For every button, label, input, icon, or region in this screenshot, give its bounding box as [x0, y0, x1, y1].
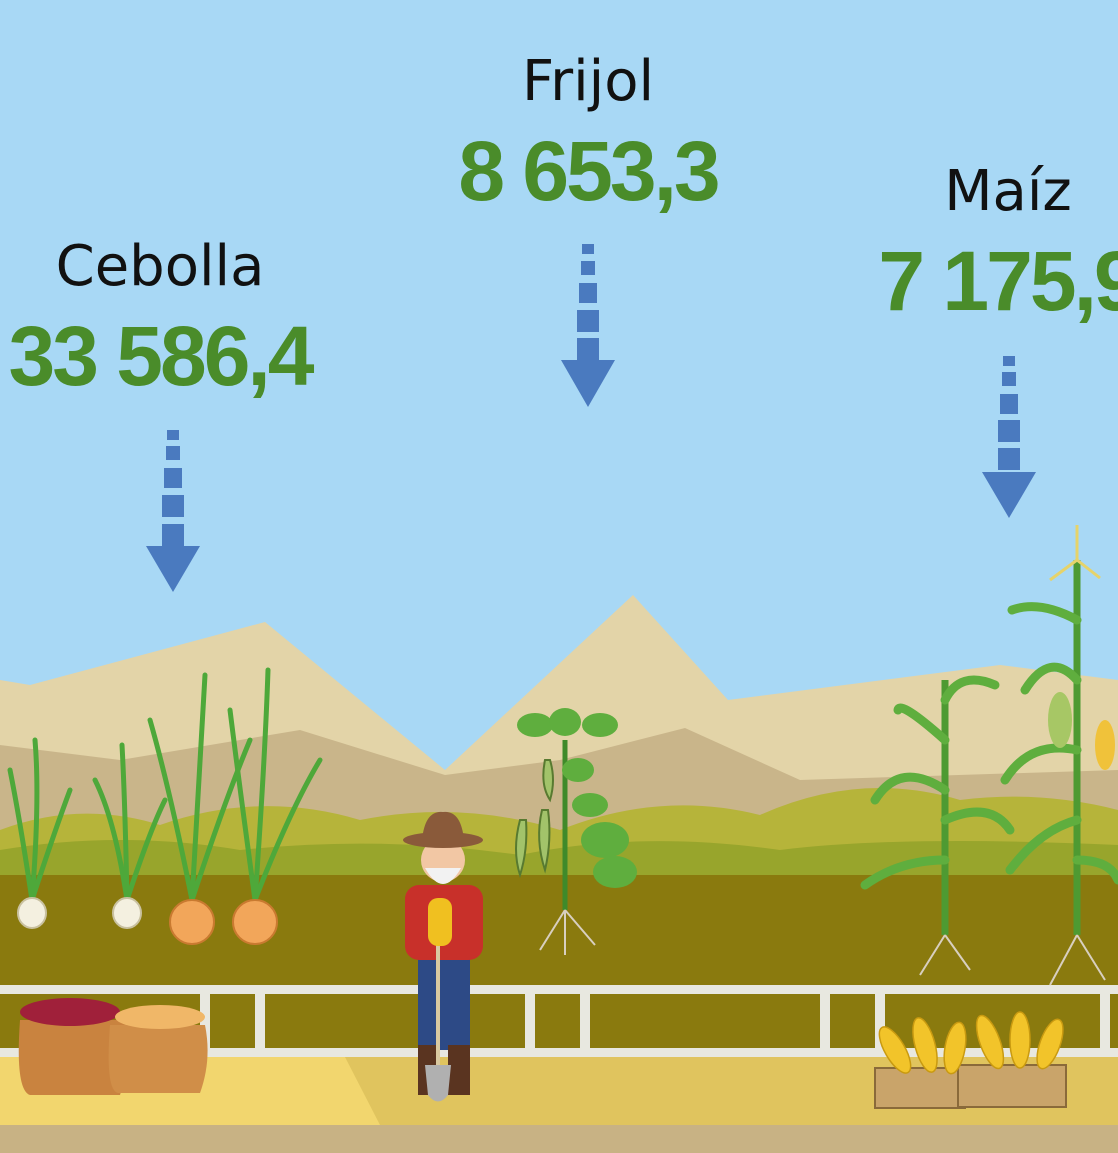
ground: [0, 875, 1118, 990]
crop-value: 7 175,9: [878, 234, 1118, 328]
crop-label: Maíz: [944, 159, 1072, 224]
crop-label: Cebolla: [56, 234, 265, 299]
sacks: [19, 998, 208, 1095]
crop-value: 8 653,3: [458, 124, 718, 218]
crop-value: 33 586,4: [9, 309, 315, 403]
floor-edge: [0, 1125, 1118, 1153]
scene: Cebolla 33 586,4 Frijol 8 653,3 Maíz 7 1…: [0, 0, 1118, 1153]
crop-label: Frijol: [522, 49, 654, 114]
